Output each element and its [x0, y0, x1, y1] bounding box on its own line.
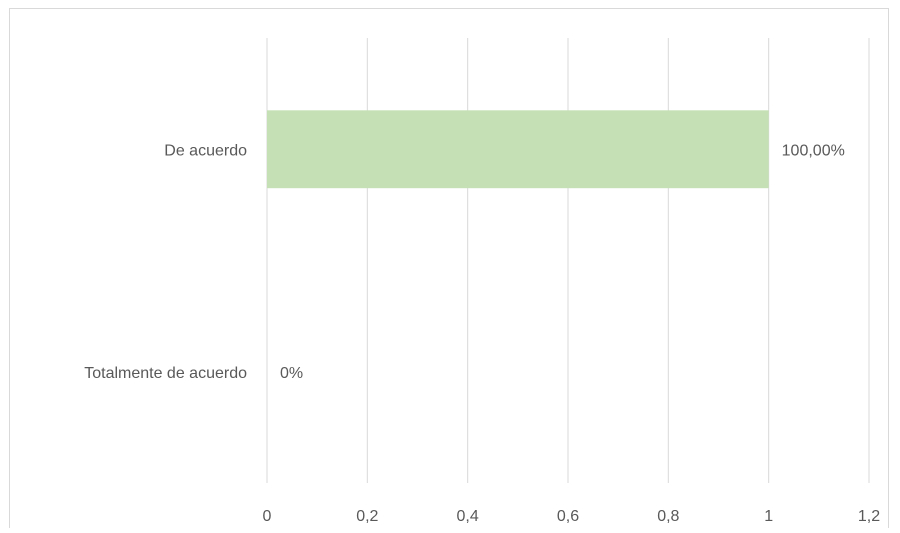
- bars: [267, 110, 769, 189]
- x-tick-label: 0,4: [457, 508, 479, 525]
- x-tick-label: 1,2: [858, 508, 880, 525]
- chart-frame: [9, 8, 889, 528]
- x-tick-label: 0: [263, 508, 272, 525]
- data-label: 0%: [280, 365, 303, 382]
- gridlines: [266, 38, 870, 483]
- x-tick-label: 1: [764, 508, 773, 525]
- bar: [267, 110, 769, 189]
- labels: 0 0,2 0,4 0,6 0,8 1 1,2 De acuerdo 100,00% Totalm…: [84, 142, 880, 525]
- data-label: 100,00%: [782, 142, 845, 159]
- x-tick-label: 0,8: [657, 508, 679, 525]
- x-tick-label: 0,6: [557, 508, 579, 525]
- category-label: De acuerdo: [164, 142, 247, 159]
- category-label: Totalmente de acuerdo: [84, 365, 247, 382]
- x-tick-label: 0,2: [356, 508, 378, 525]
